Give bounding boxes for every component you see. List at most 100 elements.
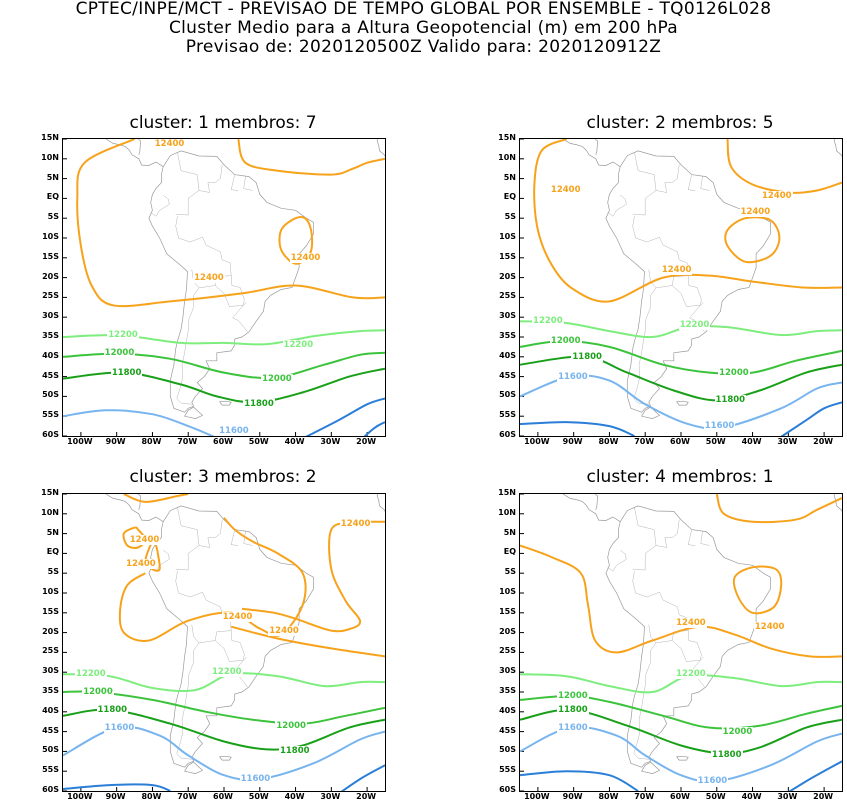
contour-label: 12400: [761, 191, 793, 202]
contour-label: 11600: [218, 426, 250, 436]
lat-tick-label: 35S: [499, 331, 516, 340]
contour-label: 12000: [82, 687, 114, 697]
country-border: [243, 657, 247, 661]
lat-tick-label: 10S: [499, 232, 516, 241]
lat-tick-label: 45S: [42, 370, 59, 380]
lon-tick-label: 100W: [67, 437, 93, 446]
lat-tick-label: 55S: [499, 765, 516, 775]
lat-tick-label: 5S: [47, 567, 59, 577]
lat-tick-label: 50S: [499, 390, 516, 400]
panel-title: cluster: 1 membros: 7: [129, 113, 317, 133]
contour-label: 11800: [243, 399, 275, 410]
lat-tick-label: EQ: [46, 547, 59, 557]
lon-tick-label: 100W: [524, 792, 550, 801]
lat-tick-label: 15S: [42, 251, 59, 261]
country-border: [655, 519, 680, 548]
lon-tick-label: 20W: [813, 437, 834, 446]
contour-label: 11800: [710, 750, 743, 761]
country-border: [176, 642, 200, 760]
contour-line-12400: [520, 544, 842, 658]
lon-tick-label: 60W: [213, 792, 233, 801]
coastline-caribbean: [594, 494, 598, 510]
lon-tick-label: 30W: [777, 437, 798, 446]
country-border: [632, 507, 657, 571]
lat-tick-label: 55S: [42, 765, 59, 775]
contour-label: 11800: [714, 395, 747, 406]
country-border: [700, 176, 710, 191]
lat-tick-label: 35S: [42, 686, 59, 695]
country-border: [175, 216, 191, 243]
lon-tick-label: 60W: [670, 792, 690, 801]
lat-tick-label: 30S: [499, 666, 516, 676]
lat-tick-label: 10N: [498, 152, 516, 162]
lon-tick-label: 60W: [213, 437, 233, 446]
lat-tick-label: 40S: [42, 705, 59, 715]
contour-label: 12200: [75, 669, 107, 680]
lat-tick-label: 60S: [499, 430, 516, 439]
coastline-falklands: [676, 755, 689, 761]
contour-label: 12400: [268, 625, 300, 636]
header-line-2: Cluster Medio para a Altura Geopotencial…: [168, 18, 679, 38]
contour-line-12400: [122, 526, 147, 549]
contour-line-11400: [520, 421, 635, 436]
lat-tick-label: 15N: [498, 488, 516, 497]
coastline-africa: [376, 139, 385, 157]
lat-tick-label: 60S: [499, 785, 516, 794]
lat-tick-label: 10N: [498, 507, 516, 517]
lon-tick-label: 100W: [67, 792, 93, 801]
contour-label: 12200: [282, 339, 315, 350]
lon-tick-label: 100W: [524, 437, 550, 446]
coastline-central-america: [562, 139, 621, 167]
country-border: [230, 529, 239, 546]
contour-label: 12000: [103, 347, 136, 358]
lon-tick-label: 90W: [105, 792, 126, 801]
lat-tick-label: 40S: [499, 350, 516, 360]
contour-line-12400: [123, 494, 189, 503]
contour-label: 12400: [753, 621, 786, 632]
lat-tick-label: 60S: [42, 430, 59, 439]
country-border: [633, 642, 657, 760]
lat-tick-label: 50S: [499, 745, 516, 755]
lat-tick-label: EQ: [503, 547, 516, 557]
panel-title: cluster: 4 membros: 1: [586, 467, 774, 487]
lat-tick-label: 35S: [499, 686, 516, 695]
contour-line-11600: [63, 725, 385, 781]
contour-label: 12400: [289, 252, 322, 263]
lat-tick-label: 30S: [42, 311, 59, 321]
country-border: [189, 236, 232, 289]
country-border: [671, 630, 702, 662]
lat-tick-label: 30S: [42, 666, 59, 676]
lon-tick-label: 50W: [705, 792, 726, 801]
country-border: [175, 507, 200, 571]
lat-tick-label: 10N: [41, 152, 59, 162]
map-plot-area: 12400 12400 12400 12400 12200 12200 12000 12000…: [519, 138, 843, 437]
lon-tick-label: 40W: [741, 437, 762, 446]
contour-line-12400: [237, 139, 385, 176]
contour-label: 12400: [153, 139, 186, 149]
lon-tick-label: 70W: [634, 437, 655, 446]
lon-tick-label: 40W: [741, 792, 762, 801]
lon-tick-label: 80W: [598, 437, 619, 446]
coastline-south-america: [148, 150, 314, 413]
lat-tick-label: EQ: [46, 192, 59, 202]
country-border: [700, 302, 704, 306]
country-border: [655, 164, 680, 193]
header-line-3: Previsao de: 2020120500Z Valido para: 20…: [185, 37, 662, 57]
lon-tick-label: 80W: [141, 792, 162, 801]
country-border: [632, 216, 648, 243]
contour-line-12400: [76, 139, 385, 308]
contour-label: 12200: [211, 667, 243, 678]
lon-tick-label: 20W: [356, 437, 377, 446]
contour-label: 12400: [739, 207, 772, 218]
contour-label: 12200: [675, 669, 707, 680]
coastline-tierra-del-fuego: [641, 761, 661, 774]
lon-tick-label: 90W: [105, 437, 126, 446]
lon-tick-label: 30W: [777, 792, 798, 801]
contour-line-11600: [520, 726, 842, 783]
lon-tick-label: 50W: [705, 437, 726, 446]
country-border: [632, 571, 648, 598]
lat-tick-label: 50S: [42, 390, 59, 400]
lat-tick-label: 10S: [42, 587, 59, 596]
contour-line-11400: [788, 760, 842, 791]
lat-tick-label: 25S: [499, 646, 516, 656]
